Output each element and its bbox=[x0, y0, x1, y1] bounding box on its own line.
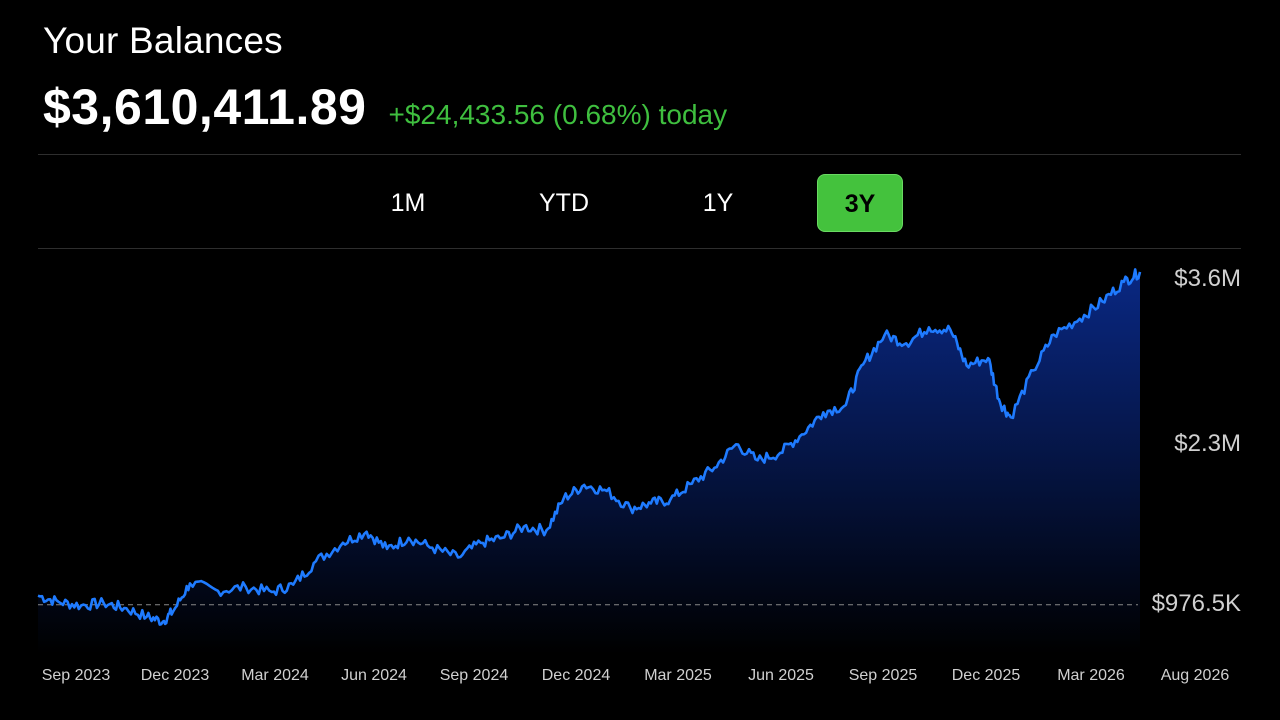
x-tick-label: Aug 2026 bbox=[1161, 667, 1230, 684]
y-tick-label: $3.6M bbox=[1174, 265, 1241, 292]
x-tick-label: Jun 2025 bbox=[748, 667, 814, 684]
divider-top bbox=[38, 154, 1241, 155]
page-title: Your Balances bbox=[43, 20, 283, 61]
x-tick-label: Mar 2026 bbox=[1057, 667, 1125, 684]
x-tick-label: Sep 2025 bbox=[849, 667, 918, 684]
x-tick-label: Dec 2024 bbox=[542, 667, 611, 684]
balance-chart: $3.6M $2.3M $976.5K Sep 2023 Dec 2023 Mar 202… bbox=[0, 249, 1280, 720]
x-tick-label: Jun 2024 bbox=[341, 667, 407, 684]
balance-chart-svg: $3.6M $2.3M $976.5K Sep 2023 Dec 2023 Mar 202… bbox=[37, 265, 1241, 684]
balance-line bbox=[37, 268, 1142, 626]
balance-row: $3,610,411.89 +$24,433.56 (0.68%) today bbox=[43, 78, 727, 136]
x-tick-label: Sep 2024 bbox=[440, 667, 509, 684]
x-tick-label: Mar 2025 bbox=[644, 667, 712, 684]
x-tick-label: Sep 2023 bbox=[42, 667, 111, 684]
x-tick-label: Dec 2025 bbox=[952, 667, 1021, 684]
x-tick-label: Dec 2023 bbox=[141, 667, 210, 684]
y-tick-label: $976.5K bbox=[1152, 590, 1241, 617]
x-tick-label: Mar 2024 bbox=[241, 667, 309, 684]
tab-3y[interactable]: 3Y bbox=[817, 174, 903, 232]
range-tabs: 1M YTD 1Y 3Y bbox=[0, 174, 1280, 232]
tab-1m[interactable]: 1M bbox=[390, 189, 426, 217]
balance-amount: $3,610,411.89 bbox=[43, 79, 367, 135]
tab-1y[interactable]: 1Y bbox=[702, 189, 734, 217]
y-tick-label: $2.3M bbox=[1174, 430, 1241, 457]
divider-bottom bbox=[38, 248, 1241, 249]
tab-ytd[interactable]: YTD bbox=[539, 189, 589, 217]
balance-area bbox=[38, 269, 1140, 654]
daily-change: +$24,433.56 (0.68%) today bbox=[388, 99, 728, 130]
